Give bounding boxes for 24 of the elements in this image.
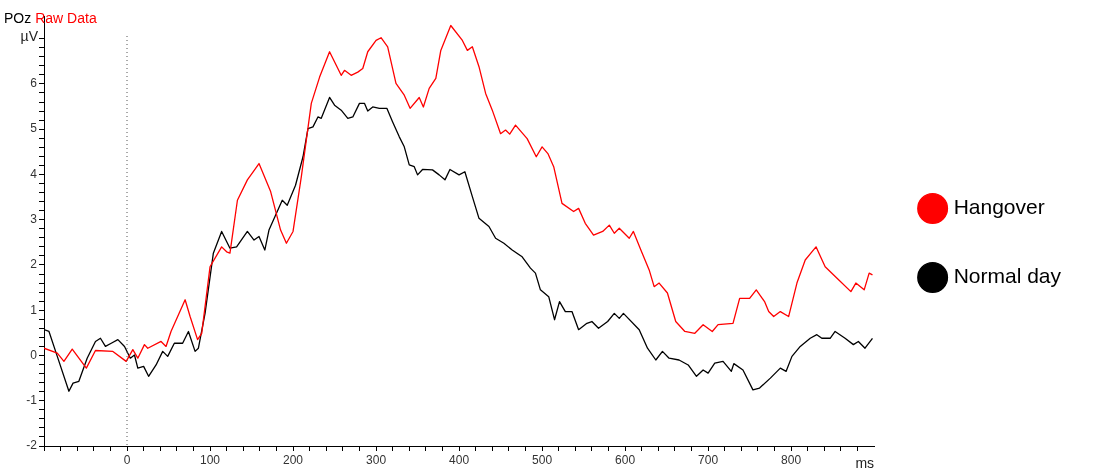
x-tick-label: 300 xyxy=(366,452,387,467)
y-tick-label: 6 xyxy=(30,76,38,91)
x-tick-label: 100 xyxy=(200,452,221,467)
y-tick-label: -1 xyxy=(26,393,38,408)
x-tick-label: 800 xyxy=(781,452,802,467)
y-tick-label: 5 xyxy=(30,121,38,136)
x-tick-label: 0 xyxy=(123,452,131,467)
y-tick-label: 1 xyxy=(30,302,38,317)
x-tick-label: 400 xyxy=(449,452,470,467)
x-tick-label: 500 xyxy=(532,452,553,467)
x-tick-label: 600 xyxy=(615,452,636,467)
x-tick-label: 200 xyxy=(283,452,304,467)
x-axis-title: ms xyxy=(855,455,875,470)
y-axis-title: µV xyxy=(20,28,39,44)
y-tick-label: 4 xyxy=(30,166,38,181)
y-tick-label: 3 xyxy=(30,212,38,226)
chart-subtitle: Raw Data xyxy=(35,10,97,26)
y-tick-label: 0 xyxy=(30,347,38,362)
y-tick-label: 2 xyxy=(30,257,38,272)
legend-label: Normal day xyxy=(953,264,1062,288)
y-tick-label: -2 xyxy=(26,438,38,453)
chart-title: POz xyxy=(4,10,32,26)
x-tick-label: 700 xyxy=(698,452,719,467)
legend-label: Hangover xyxy=(953,195,1045,219)
